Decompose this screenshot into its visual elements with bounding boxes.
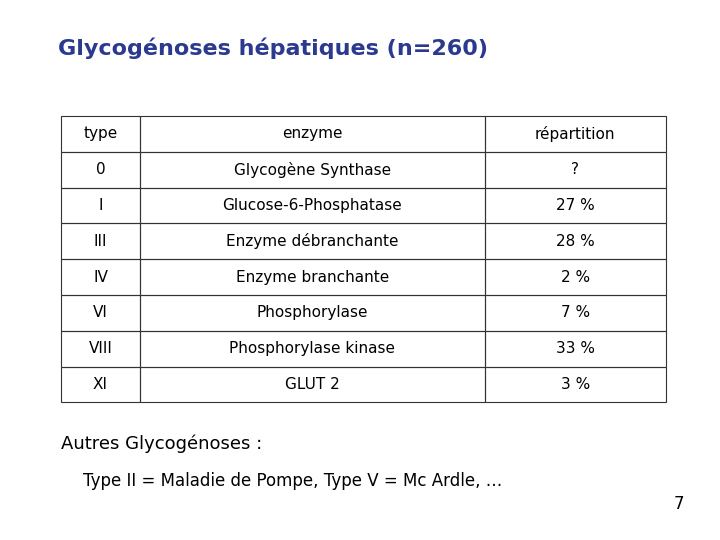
- Text: Enzyme branchante: Enzyme branchante: [235, 269, 389, 285]
- Bar: [140, 116, 485, 152]
- Text: Glucose-6-Phosphatase: Glucose-6-Phosphatase: [222, 198, 402, 213]
- Text: XI: XI: [93, 377, 108, 392]
- Bar: [61, 295, 140, 330]
- Bar: [61, 259, 140, 295]
- Bar: [485, 259, 666, 295]
- Bar: [140, 152, 485, 187]
- Bar: [485, 224, 666, 259]
- Bar: [485, 187, 666, 224]
- Text: VIII: VIII: [89, 341, 112, 356]
- Bar: [61, 259, 140, 295]
- Bar: [140, 330, 485, 367]
- Bar: [140, 259, 485, 295]
- Bar: [61, 367, 140, 402]
- Bar: [485, 295, 666, 330]
- Bar: [485, 187, 666, 224]
- Text: enzyme: enzyme: [282, 126, 343, 141]
- Text: Type II = Maladie de Pompe, Type V = Mc Ardle, …: Type II = Maladie de Pompe, Type V = Mc …: [83, 472, 502, 490]
- Bar: [140, 295, 485, 330]
- Bar: [485, 152, 666, 187]
- Bar: [140, 116, 485, 152]
- Bar: [140, 224, 485, 259]
- Text: 7: 7: [673, 495, 684, 513]
- Bar: [485, 259, 666, 295]
- Text: Phosphorylase kinase: Phosphorylase kinase: [229, 341, 395, 356]
- Bar: [140, 367, 485, 402]
- Bar: [485, 330, 666, 367]
- Bar: [61, 330, 140, 367]
- Text: Enzyme débranchante: Enzyme débranchante: [226, 233, 398, 249]
- Text: 3 %: 3 %: [561, 377, 590, 392]
- Bar: [140, 187, 485, 224]
- Text: I: I: [98, 198, 103, 213]
- Text: III: III: [94, 234, 107, 249]
- Text: 7 %: 7 %: [561, 305, 590, 320]
- Bar: [61, 330, 140, 367]
- Text: 33 %: 33 %: [556, 341, 595, 356]
- Text: 2 %: 2 %: [561, 269, 590, 285]
- Bar: [485, 330, 666, 367]
- Bar: [140, 152, 485, 187]
- Text: Phosphorylase: Phosphorylase: [256, 305, 368, 320]
- Text: 27 %: 27 %: [556, 198, 595, 213]
- Bar: [485, 152, 666, 187]
- Text: Glycogénoses hépatiques (n=260): Glycogénoses hépatiques (n=260): [58, 38, 487, 59]
- Text: Glycogène Synthase: Glycogène Synthase: [233, 162, 391, 178]
- Text: IV: IV: [93, 269, 108, 285]
- Bar: [485, 295, 666, 330]
- Bar: [61, 152, 140, 187]
- Bar: [61, 116, 140, 152]
- Text: ?: ?: [571, 162, 580, 177]
- Bar: [485, 367, 666, 402]
- Bar: [61, 224, 140, 259]
- Bar: [61, 224, 140, 259]
- Bar: [61, 152, 140, 187]
- Bar: [140, 295, 485, 330]
- Text: type: type: [84, 126, 117, 141]
- Text: répartition: répartition: [535, 126, 616, 142]
- Bar: [140, 224, 485, 259]
- Bar: [140, 187, 485, 224]
- Text: VI: VI: [93, 305, 108, 320]
- Text: GLUT 2: GLUT 2: [285, 377, 340, 392]
- Bar: [140, 367, 485, 402]
- Bar: [61, 187, 140, 224]
- Bar: [140, 259, 485, 295]
- Bar: [140, 330, 485, 367]
- Text: 0: 0: [96, 162, 105, 177]
- Text: 28 %: 28 %: [556, 234, 595, 249]
- Bar: [485, 224, 666, 259]
- Bar: [61, 295, 140, 330]
- Bar: [61, 367, 140, 402]
- Bar: [485, 116, 666, 152]
- Bar: [485, 367, 666, 402]
- Text: Autres Glycogénoses :: Autres Glycogénoses :: [61, 435, 263, 453]
- Bar: [485, 116, 666, 152]
- Bar: [61, 116, 140, 152]
- Bar: [61, 187, 140, 224]
